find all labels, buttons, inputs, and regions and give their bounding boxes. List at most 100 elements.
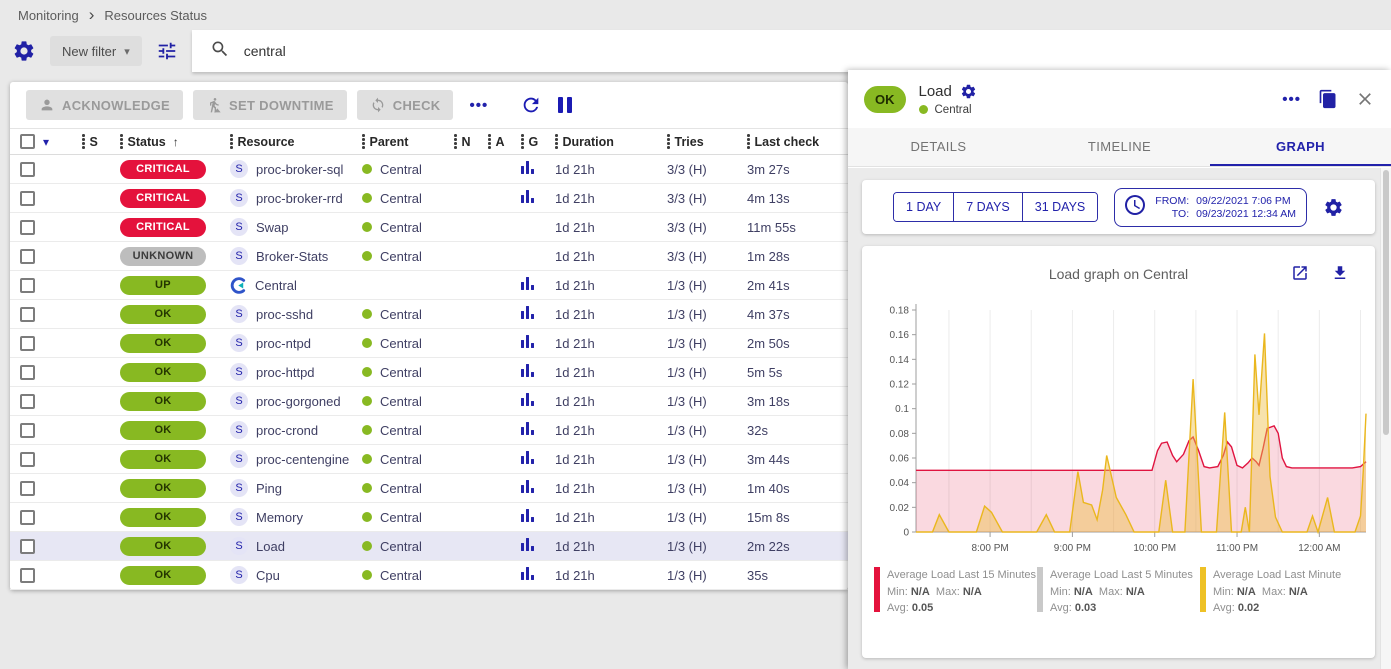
row-checkbox[interactable]: [20, 277, 35, 293]
parent-name[interactable]: Central: [380, 567, 422, 583]
graph-settings-gear-icon[interactable]: [1323, 197, 1344, 218]
table-row[interactable]: UP S Central: [10, 271, 848, 300]
resource-name[interactable]: proc-broker-rrd: [256, 190, 343, 206]
parent-name[interactable]: Central: [380, 248, 422, 264]
resource-name[interactable]: Central: [255, 277, 297, 293]
parent-name[interactable]: Central: [380, 190, 422, 206]
row-checkbox[interactable]: [20, 190, 35, 206]
resource-name[interactable]: proc-centengine: [256, 451, 350, 467]
drag-handle-icon[interactable]: [667, 134, 670, 149]
graph-icon[interactable]: [521, 277, 534, 290]
graph-icon[interactable]: [521, 567, 534, 580]
table-row[interactable]: CRITICAL S Swap Central: [10, 213, 848, 242]
panel-tab[interactable]: TIMELINE: [1087, 138, 1152, 154]
drag-handle-icon[interactable]: [230, 134, 233, 149]
legend-item[interactable]: Average Load Last Minute Min: N/A Max: N…: [1200, 567, 1363, 617]
row-checkbox[interactable]: [20, 422, 35, 438]
sort-ascending-icon[interactable]: ↑: [172, 134, 179, 149]
download-graph-icon[interactable]: [1331, 264, 1349, 282]
table-row[interactable]: UNKNOWN S Broker-Stats Central: [10, 242, 848, 271]
row-checkbox[interactable]: [20, 335, 35, 351]
resource-name[interactable]: Broker-Stats: [256, 248, 329, 264]
drag-handle-icon[interactable]: [82, 134, 85, 149]
column-header[interactable]: N ↑: [454, 134, 488, 149]
table-row[interactable]: OK S proc-centengine Central: [10, 445, 848, 474]
set-downtime-button[interactable]: SET DOWNTIME: [193, 90, 347, 120]
row-checkbox[interactable]: [20, 393, 35, 409]
open-in-new-window-icon[interactable]: [1291, 264, 1309, 282]
parent-name[interactable]: Central: [380, 219, 422, 235]
resource-name[interactable]: proc-gorgoned: [256, 393, 341, 409]
row-checkbox[interactable]: [20, 451, 35, 467]
check-button[interactable]: CHECK: [356, 90, 454, 120]
resource-name[interactable]: proc-broker-sql: [256, 161, 344, 177]
parent-name[interactable]: Central: [380, 335, 422, 351]
column-header[interactable]: A ↑: [488, 134, 521, 149]
column-header[interactable]: Status ↑: [120, 134, 230, 149]
scrollbar-thumb[interactable]: [1383, 170, 1389, 435]
row-checkbox[interactable]: [20, 480, 35, 496]
drag-handle-icon[interactable]: [747, 134, 750, 149]
parent-name[interactable]: Central: [380, 393, 422, 409]
legend-item[interactable]: Average Load Last 5 Minutes Min: N/A Max…: [1037, 567, 1200, 617]
table-row[interactable]: OK S proc-ntpd Central: [10, 329, 848, 358]
parent-name[interactable]: Central: [380, 364, 422, 380]
resource-name[interactable]: Load: [256, 538, 285, 554]
new-filter-button[interactable]: New filter ▾: [50, 36, 142, 66]
column-header[interactable]: Duration ↑: [555, 134, 667, 149]
graph-icon[interactable]: [521, 538, 534, 551]
table-row[interactable]: OK S Cpu Central: [10, 561, 848, 590]
resource-name[interactable]: proc-sshd: [256, 306, 314, 322]
row-checkbox[interactable]: [20, 364, 35, 380]
parent-name[interactable]: Central: [380, 451, 422, 467]
panel-tab[interactable]: GRAPH: [1210, 128, 1391, 166]
graph-icon[interactable]: [521, 480, 534, 493]
column-header[interactable]: Parent ↑: [362, 134, 454, 149]
drag-handle-icon[interactable]: [120, 134, 123, 149]
search-input[interactable]: [243, 43, 644, 59]
resource-name[interactable]: Swap: [256, 219, 289, 235]
graph-icon[interactable]: [521, 364, 534, 377]
close-panel-icon[interactable]: [1355, 89, 1375, 109]
refresh-icon[interactable]: [520, 94, 542, 116]
custom-time-period[interactable]: FROM: 09/22/2021 7:06 PM TO: 09/23/2021 …: [1114, 187, 1307, 227]
table-row[interactable]: OK S proc-sshd Central: [10, 300, 848, 329]
graph-icon[interactable]: [521, 422, 534, 435]
drag-handle-icon[interactable]: [362, 134, 365, 149]
parent-name[interactable]: Central: [380, 538, 422, 554]
table-row[interactable]: OK S proc-httpd Central: [10, 358, 848, 387]
parent-name[interactable]: Central: [380, 306, 422, 322]
filter-tune-icon[interactable]: [156, 40, 178, 62]
panel-tab[interactable]: DETAILS: [910, 138, 967, 154]
column-header[interactable]: S ↑: [82, 134, 120, 149]
time-range-button[interactable]: 7 DAYS: [954, 193, 1023, 221]
table-row[interactable]: OK S Ping Central: [10, 474, 848, 503]
select-menu-caret-icon[interactable]: ▾: [43, 134, 50, 149]
resource-name[interactable]: Ping: [256, 480, 283, 496]
resource-name[interactable]: Cpu: [256, 567, 280, 583]
column-header[interactable]: Last check ↑: [747, 134, 840, 149]
row-checkbox[interactable]: [20, 509, 35, 525]
graph-icon[interactable]: [521, 190, 534, 203]
column-header[interactable]: G ↑: [521, 134, 555, 149]
parent-name[interactable]: Central: [380, 509, 422, 525]
drag-handle-icon[interactable]: [454, 134, 457, 149]
copy-link-icon[interactable]: [1318, 89, 1338, 109]
filter-settings-gear-icon[interactable]: [12, 39, 36, 63]
graph-icon[interactable]: [521, 451, 534, 464]
select-all-checkbox[interactable]: [20, 134, 35, 149]
row-checkbox[interactable]: [20, 248, 35, 264]
time-range-button[interactable]: 31 DAYS: [1022, 193, 1098, 221]
row-checkbox[interactable]: [20, 538, 35, 554]
table-row[interactable]: CRITICAL S proc-broker-rrd Central: [10, 184, 848, 213]
acknowledge-button[interactable]: ACKNOWLEDGE: [26, 90, 184, 120]
table-row[interactable]: OK S proc-crond Central: [10, 416, 848, 445]
column-header[interactable]: Tries ↑: [667, 134, 747, 149]
time-range-button[interactable]: 1 DAY: [894, 193, 955, 221]
drag-handle-icon[interactable]: [555, 134, 558, 149]
graph-icon[interactable]: [521, 161, 534, 174]
panel-more-icon[interactable]: •••: [1282, 90, 1301, 108]
drag-handle-icon[interactable]: [521, 134, 524, 149]
resource-name[interactable]: proc-crond: [256, 422, 319, 438]
drag-handle-icon[interactable]: [488, 134, 491, 149]
